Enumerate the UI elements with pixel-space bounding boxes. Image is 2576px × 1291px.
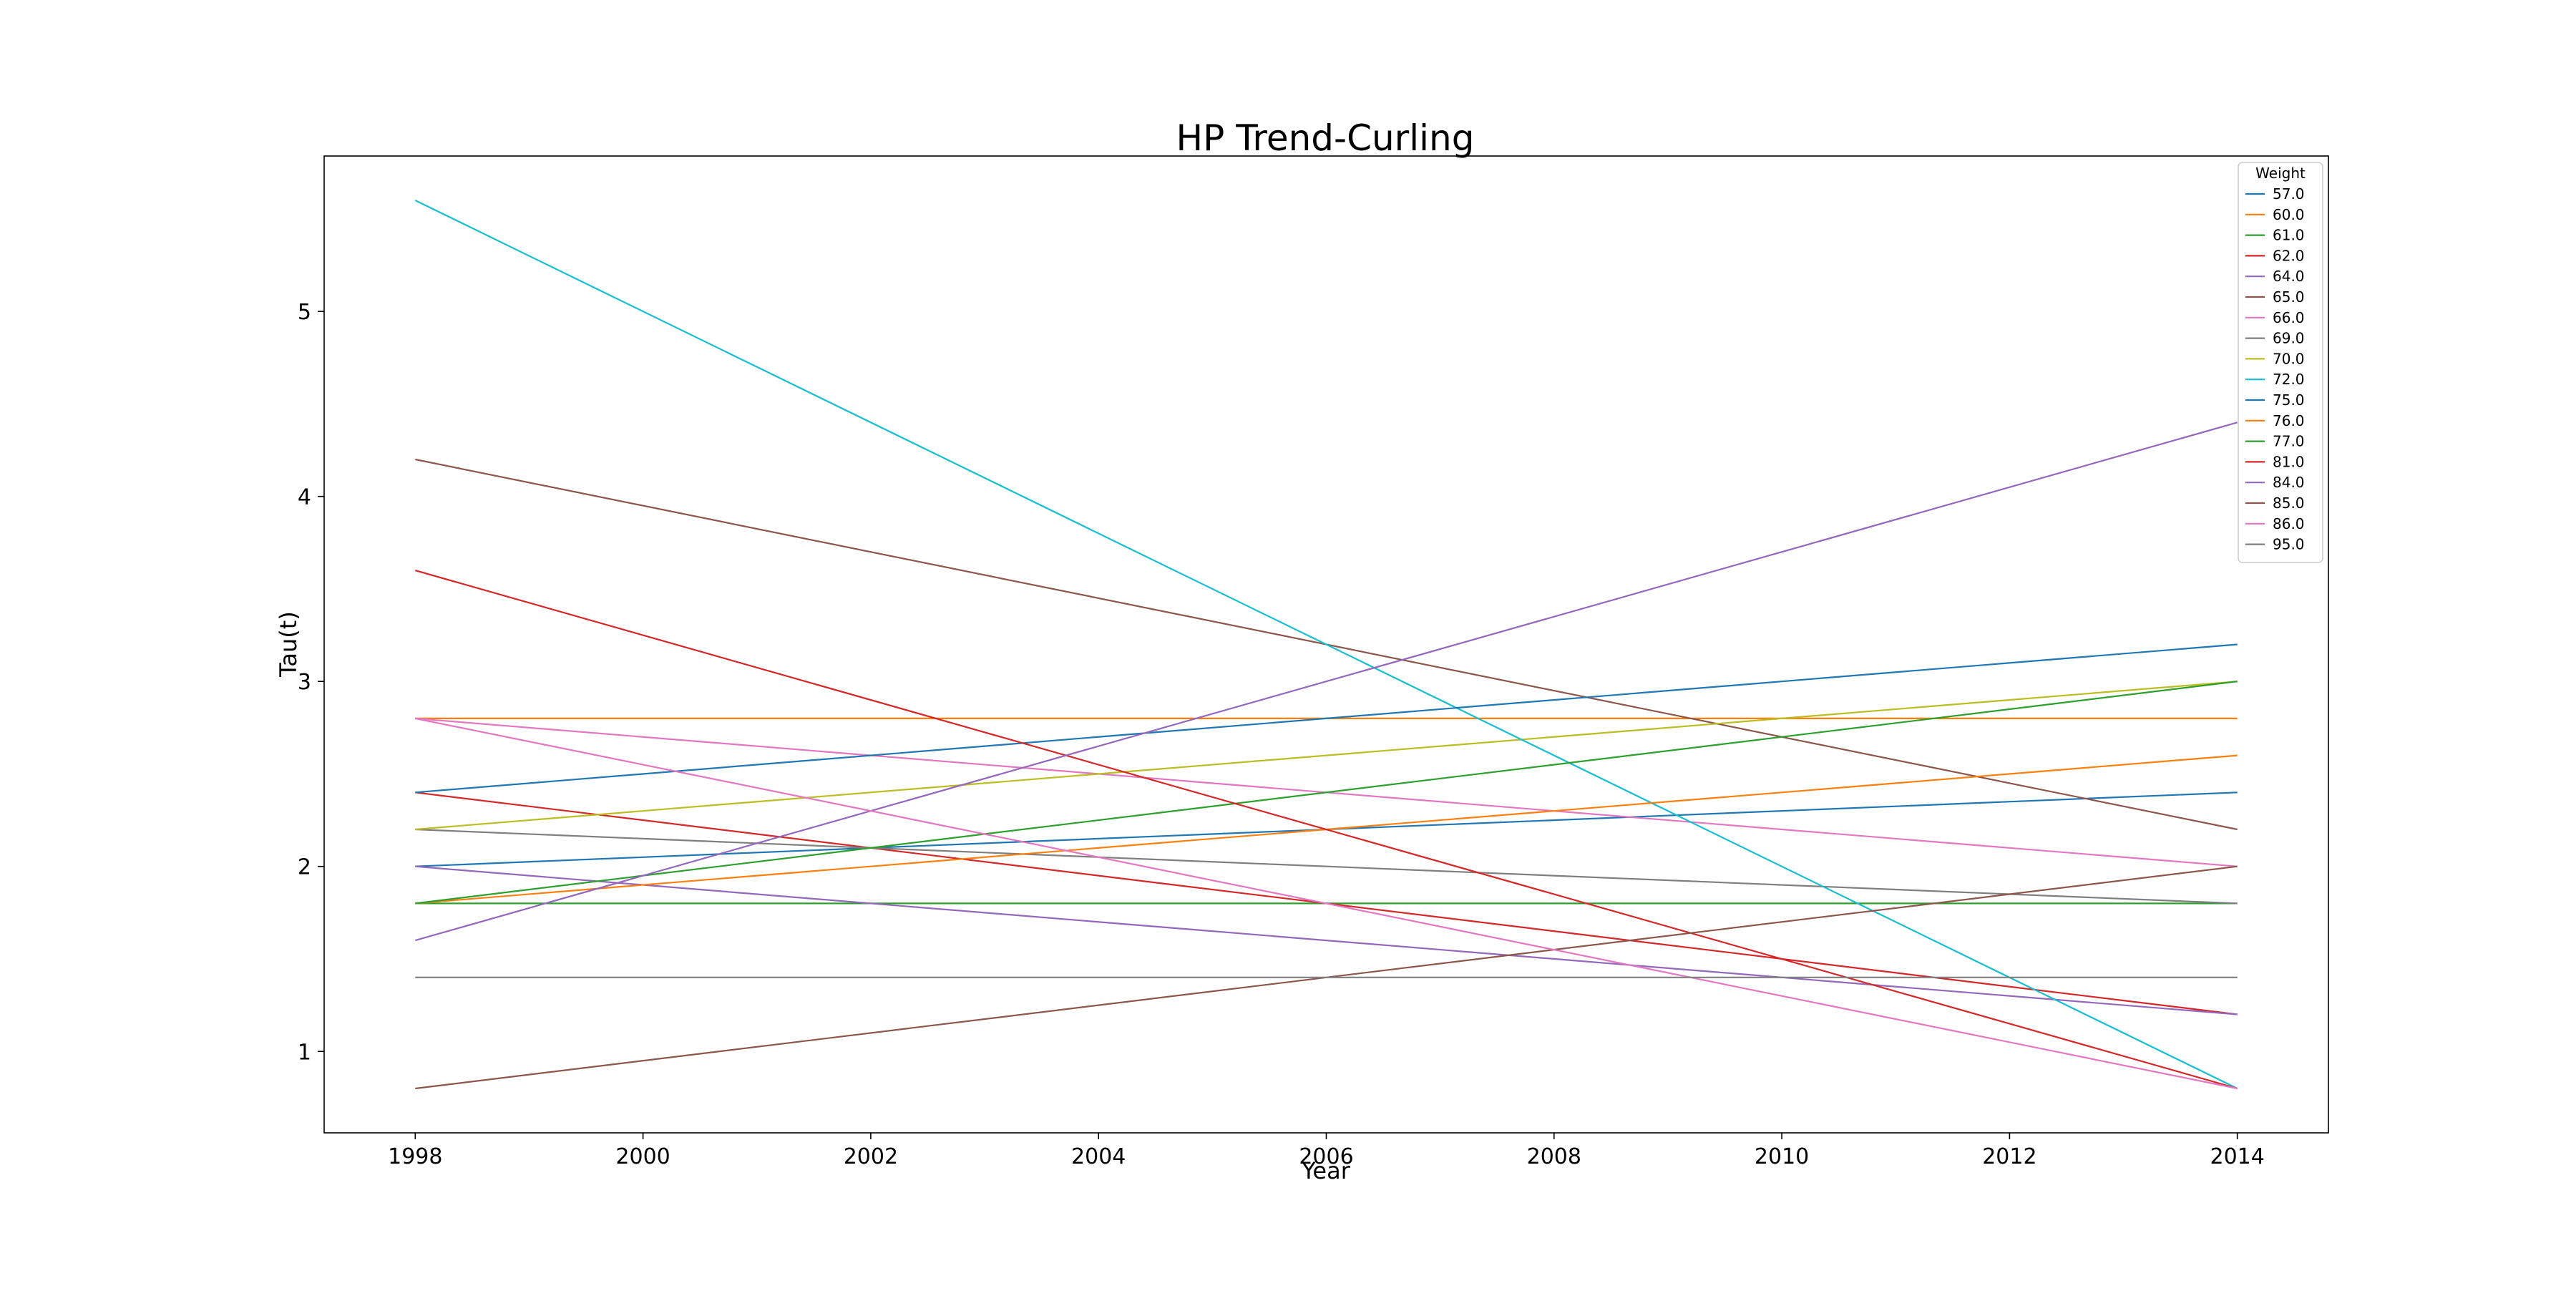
legend-item: 84.0 — [2245, 474, 2305, 491]
legend-label: 84.0 — [2273, 474, 2305, 491]
series-line-84-0 — [414, 422, 2238, 942]
series-line-70-0 — [415, 681, 2238, 831]
x-axis: 1998 2000 2002 2004 2006 2008 2010 2012 2014 — [388, 1133, 2265, 1169]
legend-item: 60.0 — [2245, 206, 2305, 223]
legend-title: Weight — [2255, 165, 2306, 182]
legend-item: 69.0 — [2245, 330, 2305, 347]
x-tick-label: 2012 — [1982, 1144, 2036, 1169]
plot-area — [414, 200, 2238, 1090]
legend-label: 77.0 — [2273, 433, 2305, 450]
legend-label: 57.0 — [2273, 185, 2305, 203]
x-tick-label: 1998 — [388, 1144, 442, 1169]
series-line-64-0 — [415, 865, 2238, 1015]
legend-item: 76.0 — [2245, 412, 2305, 429]
legend-item: 64.0 — [2245, 268, 2305, 285]
legend-item: 81.0 — [2245, 453, 2305, 470]
y-tick-label: 5 — [298, 300, 311, 325]
x-tick-label: 2006 — [1299, 1144, 1353, 1169]
legend-label: 70.0 — [2273, 350, 2305, 367]
x-tick-label: 2004 — [1071, 1144, 1126, 1169]
legend-label: 66.0 — [2273, 309, 2305, 326]
x-tick-label: 2008 — [1527, 1144, 1581, 1169]
y-axis: 1 2 3 4 5 — [298, 300, 324, 1065]
legend-label: 86.0 — [2273, 515, 2305, 532]
legend-item: 62.0 — [2245, 247, 2305, 264]
legend-item: 77.0 — [2245, 433, 2305, 450]
chart-title: HP Trend-Curling — [1176, 117, 1475, 159]
x-axis-label: Year — [1301, 1157, 1351, 1184]
y-tick-label: 4 — [298, 485, 311, 510]
legend-item: 66.0 — [2245, 309, 2305, 326]
legend-item: 95.0 — [2245, 536, 2305, 553]
legend-label: 75.0 — [2273, 391, 2305, 409]
y-axis-label: Tau(t) — [275, 611, 302, 678]
legend-label: 61.0 — [2273, 227, 2305, 244]
x-tick-label: 2002 — [844, 1144, 898, 1169]
legend-item: 65.0 — [2245, 288, 2305, 306]
y-tick-label: 3 — [298, 670, 311, 695]
legend-label: 64.0 — [2273, 268, 2305, 285]
series-line-69-0 — [415, 828, 2238, 905]
legend-item: 70.0 — [2245, 350, 2305, 367]
series-line-77-0 — [415, 681, 2238, 905]
y-tick-label: 1 — [298, 1040, 311, 1065]
series-line-72-0 — [414, 200, 2238, 1089]
x-tick-label: 2000 — [615, 1144, 670, 1169]
legend-item: 72.0 — [2245, 371, 2305, 388]
legend-item: 75.0 — [2245, 391, 2305, 409]
legend-label: 62.0 — [2273, 247, 2305, 264]
legend-label: 65.0 — [2273, 288, 2305, 306]
series-line-86-0 — [415, 717, 2238, 1090]
legend-label: 81.0 — [2273, 453, 2305, 470]
series-line-75-0 — [415, 643, 2238, 794]
legend-label: 72.0 — [2273, 371, 2305, 388]
legend-item: 57.0 — [2245, 185, 2305, 203]
x-tick-label: 2010 — [1755, 1144, 1809, 1169]
legend-label: 69.0 — [2273, 330, 2305, 347]
legend-label: 60.0 — [2273, 206, 2305, 223]
x-tick-label: 2014 — [2210, 1144, 2265, 1169]
legend-item: 86.0 — [2245, 515, 2305, 532]
legend-label: 95.0 — [2273, 536, 2305, 553]
legend-label: 76.0 — [2273, 412, 2305, 429]
legend-item: 61.0 — [2245, 227, 2305, 244]
legend: Weight 57.0 60.0 61.0 62.0 64.0 65.0 66.0 69.0 7… — [2238, 162, 2323, 563]
legend-label: 85.0 — [2273, 495, 2305, 512]
y-tick-label: 2 — [298, 855, 311, 880]
legend-item: 85.0 — [2245, 495, 2305, 512]
series-line-81-0 — [414, 570, 2238, 1090]
